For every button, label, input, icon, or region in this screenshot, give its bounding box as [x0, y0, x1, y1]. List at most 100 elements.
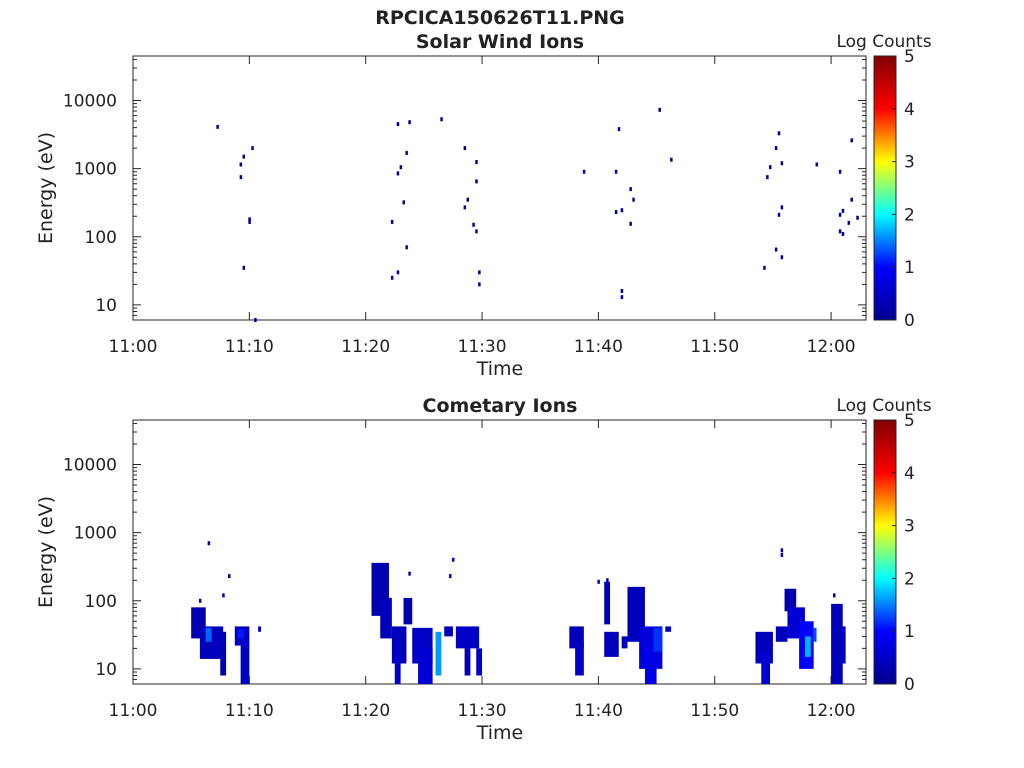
- count-pixel: [629, 221, 632, 226]
- x-tick-label: 11:00: [109, 337, 158, 357]
- count-pixel: [466, 197, 470, 202]
- colorbar-tick-label: 3: [904, 517, 915, 537]
- count-pixel: [390, 275, 394, 280]
- x-axis-label: Time: [476, 722, 524, 744]
- count-pixel: [617, 127, 621, 132]
- colorbar-tick-label: 1: [904, 258, 915, 278]
- y-tick-label: 10000: [63, 456, 117, 476]
- count-pixel: [847, 220, 851, 225]
- spectrogram-block: [604, 581, 611, 625]
- spectrogram-block: [237, 629, 244, 639]
- colorbar-tick-label: 3: [904, 153, 915, 173]
- count-pixel: [472, 222, 475, 227]
- spectrogram-block: [775, 626, 788, 642]
- count-pixel: [856, 215, 859, 220]
- count-pixel: [408, 120, 411, 125]
- y-tick-label: 10: [95, 660, 117, 680]
- x-tick-label: 11:30: [458, 701, 507, 721]
- count-pixel: [620, 295, 624, 300]
- count-pixel: [440, 117, 443, 122]
- count-pixel: [774, 146, 778, 151]
- x-tick-label: 11:20: [341, 337, 390, 357]
- spectrogram-block: [220, 631, 227, 676]
- count-pixel: [841, 208, 845, 213]
- count-pixel: [620, 288, 624, 293]
- colorbar-tick-label: 4: [904, 100, 915, 120]
- panel-title: Cometary Ions: [423, 395, 578, 417]
- figure-title: RPCICA150626T11.PNG: [375, 7, 625, 29]
- count-pixel: [405, 150, 408, 155]
- x-tick-label: 11:00: [109, 701, 158, 721]
- y-tick-label: 100: [85, 592, 117, 612]
- count-pixel: [198, 598, 202, 603]
- x-tick-label: 11:50: [690, 337, 739, 357]
- colorbar: 0 1 2 3 4 5: [873, 411, 915, 695]
- count-pixel: [227, 574, 231, 579]
- count-pixel: [777, 131, 781, 136]
- count-pixel: [606, 578, 609, 583]
- count-pixel: [475, 160, 478, 165]
- count-pixel: [780, 161, 784, 166]
- x-tick-label: 11:10: [225, 701, 274, 721]
- count-pixel: [780, 205, 784, 210]
- colorbar-tick-label: 1: [904, 622, 915, 642]
- spectrogram-block: [621, 636, 628, 649]
- count-pixel: [763, 265, 766, 270]
- spectrogram-block: [665, 626, 672, 632]
- y-tick-label: 10000: [63, 92, 117, 112]
- count-pixel: [658, 107, 661, 112]
- count-pixel: [582, 169, 586, 174]
- spectrogram-plot: 10 100 1000 10000 11:00 11:10 11:20 11:30 11:40 1…: [63, 55, 867, 357]
- count-pixel: [766, 175, 769, 180]
- count-pixel: [251, 146, 254, 151]
- count-pixel: [248, 217, 251, 222]
- count-pixel: [780, 552, 784, 557]
- count-pixel: [838, 229, 842, 234]
- spectrogram-block: [784, 588, 797, 612]
- spectrogram-block: [258, 626, 261, 632]
- spectrogram-block: [653, 627, 663, 652]
- count-pixel: [248, 219, 251, 224]
- plot-frame: [132, 55, 867, 321]
- count-pixel: [620, 208, 624, 213]
- count-pixel: [239, 175, 243, 180]
- count-pixel: [254, 318, 257, 322]
- spectrogram-block: [804, 636, 811, 657]
- count-pixel: [780, 548, 784, 553]
- count-pixel: [216, 124, 219, 129]
- spectrogram-block: [418, 648, 433, 684]
- colorbar-tick-label: 5: [904, 47, 915, 67]
- colorbar-tick-label: 2: [904, 569, 915, 589]
- colorbar-tick-label: 4: [904, 464, 915, 484]
- spectrogram-block: [836, 626, 846, 664]
- spectrogram-plot: 10 100 1000 10000 11:00 11:10 11:20 11:30 11:40 1…: [63, 419, 867, 721]
- spectrogram-block: [761, 651, 771, 684]
- count-pixel: [838, 212, 842, 217]
- count-pixel: [402, 200, 406, 205]
- count-pixel: [632, 197, 635, 202]
- x-tick-label: 11:40: [574, 337, 623, 357]
- count-pixel: [242, 154, 246, 159]
- count-pixel: [478, 270, 481, 275]
- x-tick-label: 12:00: [807, 701, 856, 721]
- count-pixel: [475, 229, 478, 234]
- spectrogram-block: [813, 627, 817, 642]
- count-pixel: [399, 165, 403, 170]
- count-pixel: [242, 265, 246, 270]
- spectrogram-block: [476, 648, 483, 676]
- x-axis-label: Time: [476, 358, 524, 380]
- count-pixel: [239, 162, 243, 167]
- colorbar-gradient: [873, 55, 897, 321]
- count-pixel: [475, 179, 478, 184]
- count-pixel: [405, 245, 408, 250]
- count-pixel: [463, 205, 467, 210]
- colorbar-label: Log Counts: [836, 32, 931, 52]
- x-tick-label: 11:20: [341, 701, 390, 721]
- count-pixel: [774, 247, 778, 252]
- count-pixel: [815, 162, 819, 167]
- spectrogram-block: [240, 645, 250, 684]
- count-pixel: [451, 557, 455, 562]
- count-pixel: [777, 212, 781, 217]
